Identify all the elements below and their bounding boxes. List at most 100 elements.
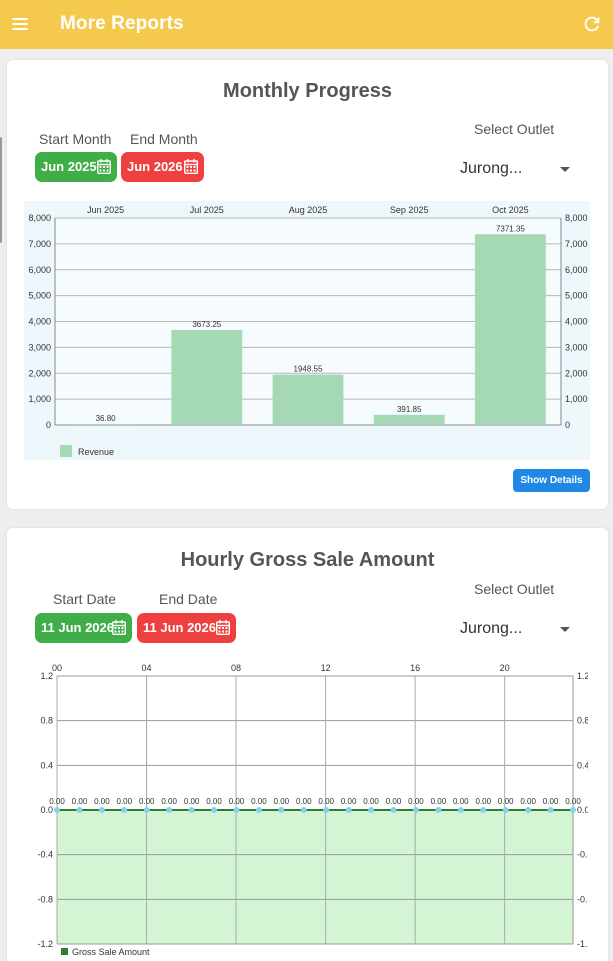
x-tick-label: Jul 2025: [190, 205, 224, 215]
data-point-label: 0.00: [543, 797, 559, 806]
end-date-picker[interactable]: 11 Jun 2026: [137, 613, 236, 643]
y-tick-label-right: 3,000: [565, 342, 588, 352]
data-point-label: 0.00: [296, 797, 312, 806]
start-month-value: Jun 2025: [41, 159, 97, 174]
data-point: [166, 807, 173, 813]
data-point-label: 0.00: [49, 797, 65, 806]
start-month-picker[interactable]: Jun 2025: [35, 152, 117, 182]
data-point-label: 0.00: [139, 797, 155, 806]
bar-value-label: 36.80: [96, 414, 117, 423]
y-tick-label-left: -1.2: [37, 939, 53, 949]
hourly-area-chart: -1.2 -1.2 -0.8 -0.8 -0.4 -0.4 0.0 0.0 0.4 0.4 0.8 0…: [37, 663, 588, 957]
y-tick-label-right: 0.8: [577, 716, 588, 726]
bar-value-label: 7371.35: [496, 224, 525, 233]
end-date-value: 11 Jun 2026: [143, 620, 216, 635]
data-point-label: 0.00: [229, 797, 245, 806]
x-tick-label: Jun 2025: [87, 205, 124, 215]
x-tick-label: Sep 2025: [390, 205, 429, 215]
x-tick-label: 08: [231, 663, 241, 673]
calendar-icon: [97, 159, 111, 174]
x-tick-label: Aug 2025: [289, 205, 328, 215]
data-point-label: 0.00: [498, 797, 514, 806]
y-tick-label-right: 1.2: [577, 671, 588, 681]
bar: [272, 374, 344, 425]
end-date-label: End Date: [159, 591, 218, 607]
legend-swatch: [61, 948, 68, 955]
y-tick-label-left: 6,000: [28, 265, 51, 275]
data-point-label: 0.00: [565, 797, 581, 806]
data-point-label: 0.00: [475, 797, 491, 806]
data-point-label: 0.00: [94, 797, 110, 806]
data-point: [233, 807, 240, 813]
legend-label: Revenue: [78, 447, 114, 457]
y-tick-label-right: 6,000: [565, 265, 588, 275]
data-point: [188, 807, 195, 813]
start-date-label: Start Date: [53, 591, 117, 607]
y-tick-label-left: 5,000: [28, 291, 51, 301]
data-point-label: 0.00: [206, 797, 222, 806]
hourly-gross-sale-title: Hourly Gross Sale Amount: [180, 549, 435, 571]
bar: [70, 424, 142, 425]
y-tick-label-left: 0: [46, 420, 51, 430]
y-tick-label-right: 5,000: [565, 291, 588, 301]
y-tick-label-right: 0: [565, 420, 570, 430]
data-point: [570, 807, 576, 813]
refresh-icon[interactable]: [581, 13, 603, 35]
chevron-down-icon: [560, 627, 570, 632]
data-point: [76, 807, 83, 813]
x-tick-label: 00: [52, 663, 62, 673]
data-point: [390, 807, 397, 813]
data-point: [98, 807, 105, 813]
bar-value-label: 3673.25: [192, 320, 221, 329]
y-tick-label-left: 1,000: [28, 394, 51, 404]
y-tick-label-left: 7,000: [28, 239, 51, 249]
data-point: [480, 807, 487, 813]
end-month-value: Jun 2026: [127, 159, 183, 174]
app-bar: More Reports: [0, 0, 613, 49]
area-fill: [57, 810, 573, 944]
data-point-label: 0.00: [341, 797, 357, 806]
data-point-label: 0.00: [431, 797, 447, 806]
y-tick-label-left: -0.4: [37, 850, 53, 860]
end-month-picker[interactable]: Jun 2026: [121, 152, 204, 182]
data-point: [143, 807, 150, 813]
chevron-down-icon: [560, 167, 570, 172]
select-outlet-label: Select Outlet: [474, 581, 555, 597]
data-point: [300, 807, 307, 813]
y-tick-label-right: 2,000: [565, 368, 588, 378]
outlet-select[interactable]: Jurong...: [460, 157, 570, 183]
data-point-label: 0.00: [274, 797, 290, 806]
drawer-edge[interactable]: [0, 137, 2, 243]
bar-value-label: 391.85: [397, 405, 422, 414]
x-tick-label: 04: [142, 663, 152, 673]
show-details-button[interactable]: Show Details: [513, 469, 590, 492]
data-point-label: 0.00: [117, 797, 133, 806]
data-point-label: 0.00: [520, 797, 536, 806]
y-tick-label-left: 3,000: [28, 342, 51, 352]
monthly-bar-chart: 0 0 1,000 1,000 2,000 2,000 3,000 3,000 4,000 4,0…: [24, 201, 590, 460]
start-date-picker[interactable]: 11 Jun 2026: [35, 613, 132, 643]
calendar-icon: [184, 159, 198, 174]
y-tick-label-left: 0.4: [40, 760, 53, 770]
outlet-select-value: Jurong...: [460, 620, 523, 637]
data-point-label: 0.00: [161, 797, 177, 806]
y-tick-label-left: -0.8: [37, 894, 53, 904]
data-point: [525, 807, 532, 813]
x-tick-label: Oct 2025: [492, 205, 529, 215]
menu-icon[interactable]: [10, 13, 32, 35]
data-point: [255, 807, 262, 813]
end-month-label: End Month: [130, 131, 198, 147]
outlet-select[interactable]: Jurong...: [460, 617, 570, 643]
y-tick-label-left: 0.0: [40, 805, 53, 815]
data-point: [345, 807, 352, 813]
bar-value-label: 1948.55: [294, 365, 323, 374]
data-point-label: 0.00: [408, 797, 424, 806]
data-point-label: 0.00: [72, 797, 88, 806]
bar: [474, 234, 546, 425]
data-point-label: 0.00: [184, 797, 200, 806]
data-point: [278, 807, 285, 813]
legend-swatch: [60, 445, 72, 457]
data-point: [457, 807, 464, 813]
y-tick-label-right: 7,000: [565, 239, 588, 249]
data-point: [54, 807, 60, 813]
